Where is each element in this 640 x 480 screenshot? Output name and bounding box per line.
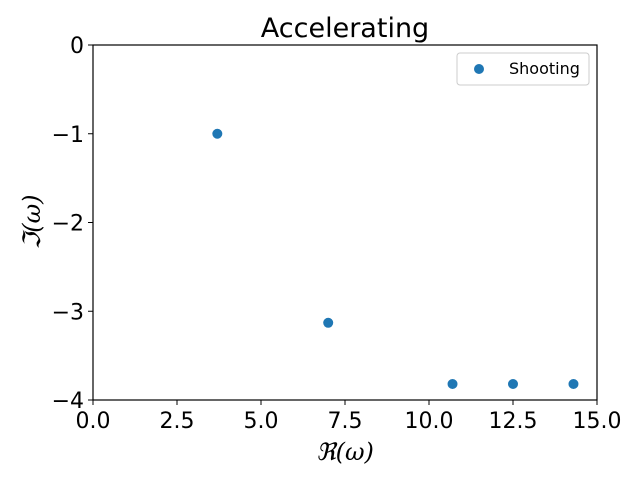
chart-title: Accelerating bbox=[261, 13, 429, 44]
x-axis-ticks: 0.0 2.5 5.0 7.5 10.0 12.5 15.0 bbox=[76, 400, 622, 434]
x-tick-label: 10.0 bbox=[405, 409, 454, 434]
y-tick-label: 0 bbox=[70, 34, 84, 59]
x-tick-label: 5.0 bbox=[244, 409, 279, 434]
y-tick-label: −3 bbox=[52, 300, 84, 325]
x-axis-label: ℜ(ω) bbox=[316, 438, 374, 466]
series-shooting-points bbox=[212, 128, 579, 390]
legend-label-shooting: Shooting bbox=[509, 59, 580, 78]
x-tick-label: 7.5 bbox=[328, 409, 363, 434]
x-tick-label: 15.0 bbox=[573, 409, 622, 434]
x-tick-label: 0.0 bbox=[76, 409, 111, 434]
y-axis-ticks: 0 −1 −2 −3 −4 bbox=[52, 34, 93, 414]
data-point bbox=[447, 379, 458, 390]
data-point bbox=[568, 379, 579, 390]
legend: Shooting bbox=[456, 52, 590, 86]
y-axis-label: ℑ(ω) bbox=[18, 194, 46, 249]
x-tick-label: 2.5 bbox=[160, 409, 195, 434]
data-point bbox=[323, 317, 334, 328]
x-tick-label: 12.5 bbox=[489, 409, 538, 434]
y-tick-label: −2 bbox=[52, 212, 84, 237]
data-point bbox=[212, 128, 223, 139]
legend-marker bbox=[474, 64, 484, 74]
y-tick-label: −1 bbox=[52, 123, 84, 148]
plot-frame bbox=[92, 44, 598, 401]
legend-box bbox=[456, 52, 590, 86]
data-point bbox=[508, 379, 518, 390]
y-tick-label: −4 bbox=[52, 389, 84, 414]
